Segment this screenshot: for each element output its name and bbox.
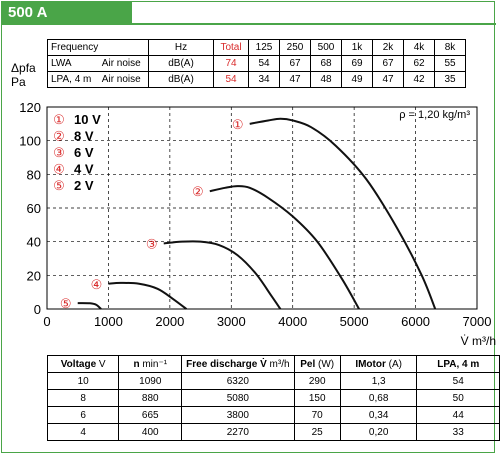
header-rule	[2, 23, 496, 25]
noise-col-250: 250	[279, 39, 311, 56]
y-axis-quantity-label: Δpfa	[11, 61, 36, 75]
perf-cell: 10	[46, 372, 120, 390]
noise-col-4k: 4k	[403, 39, 435, 56]
noise-cell: 69	[341, 55, 373, 72]
perf-cell: 25	[293, 423, 341, 441]
noise-col-total: Total	[213, 39, 249, 56]
perf-col-power: Pel (W)	[293, 355, 341, 373]
perf-row: 4 400 2270 25 0,20 33	[46, 423, 500, 441]
noise-row-unit: dB(A)	[148, 55, 214, 72]
noise-col-hz: Hz	[148, 39, 214, 56]
perf-cell: 70	[293, 406, 341, 424]
noise-row-lwa: LWA Air noise dB(A) 74 54 67 68 69 67 62…	[46, 55, 466, 72]
perf-row: 10 1090 6320 290 1,3 54	[46, 372, 500, 390]
noise-cell: 54	[248, 55, 280, 72]
model-title: 500 A	[2, 2, 132, 24]
perf-cell: 6	[46, 406, 120, 424]
perf-cell: 0,68	[339, 389, 418, 407]
noise-col-2k: 2k	[372, 39, 404, 56]
perf-cell: 3800	[181, 406, 295, 424]
noise-row-label: LPA, 4 m	[46, 71, 99, 88]
noise-cell: 35	[434, 71, 466, 88]
perf-cell: 5080	[181, 389, 295, 407]
perf-col-current: IMotor (A)	[339, 355, 418, 373]
datasheet-frame: 500 A	[1, 1, 496, 453]
y-axis-unit-label: Pa	[11, 75, 26, 89]
perf-cell: 44	[416, 406, 500, 424]
noise-table: Frequency Hz Total 125 250 500 1k 2k 4k …	[46, 39, 466, 88]
noise-col-125: 125	[248, 39, 280, 56]
noise-row-total: 74	[213, 55, 249, 72]
noise-cell: 68	[310, 55, 342, 72]
noise-cell: 42	[403, 71, 435, 88]
perf-cell: 400	[118, 423, 183, 441]
noise-col-frequency: Frequency	[47, 39, 149, 56]
perf-header-row: Voltage V n min⁻¹ Free discharge V̇ m³/h…	[46, 355, 500, 373]
noise-header-row: Frequency Hz Total 125 250 500 1k 2k 4k …	[47, 39, 466, 56]
noise-cell: 34	[248, 71, 280, 88]
perf-cell: 54	[416, 372, 500, 390]
perf-cell: 665	[118, 406, 183, 424]
noise-col-500: 500	[310, 39, 342, 56]
perf-cell: 33	[416, 423, 500, 441]
perf-cell: 1,3	[339, 372, 418, 390]
perf-cell: 150	[293, 389, 341, 407]
noise-cell: 67	[372, 55, 404, 72]
noise-row-total: 54	[213, 71, 249, 88]
noise-row-unit: dB(A)	[148, 71, 214, 88]
perf-cell: 290	[293, 372, 341, 390]
perf-col-discharge: Free discharge V̇ m³/h	[181, 355, 295, 373]
noise-cell: 62	[403, 55, 435, 72]
noise-cell: 67	[279, 55, 311, 72]
noise-cell: 47	[279, 71, 311, 88]
perf-cell: 50	[416, 389, 500, 407]
perf-cell: 1090	[118, 372, 183, 390]
noise-cell: 55	[434, 55, 466, 72]
noise-col-8k: 8k	[434, 39, 466, 56]
perf-row: 6 665 3800 70 0,34 44	[46, 406, 500, 424]
perf-cell: 0,34	[339, 406, 418, 424]
noise-row-label: LWA	[46, 55, 99, 72]
performance-table: Voltage V n min⁻¹ Free discharge V̇ m³/h…	[46, 355, 500, 441]
noise-row-desc: Air noise	[98, 55, 149, 72]
noise-cell: 48	[310, 71, 342, 88]
noise-row-lpa: LPA, 4 m Air noise dB(A) 54 34 47 48 49 …	[46, 71, 466, 88]
noise-cell: 47	[372, 71, 404, 88]
perf-col-speed: n min⁻¹	[118, 355, 183, 373]
noise-cell: 49	[341, 71, 373, 88]
perf-cell: 2270	[181, 423, 295, 441]
noise-row-desc: Air noise	[98, 71, 149, 88]
perf-cell: 6320	[181, 372, 295, 390]
perf-col-voltage: Voltage V	[46, 355, 120, 373]
perf-cell: 4	[46, 423, 120, 441]
perf-cell: 8	[46, 389, 120, 407]
perf-row: 8 880 5080 150 0,68 50	[46, 389, 500, 407]
noise-col-1k: 1k	[341, 39, 373, 56]
perf-col-lpa: LPA, 4 m	[416, 355, 500, 373]
perf-cell: 880	[118, 389, 183, 407]
perf-cell: 0,20	[339, 423, 418, 441]
